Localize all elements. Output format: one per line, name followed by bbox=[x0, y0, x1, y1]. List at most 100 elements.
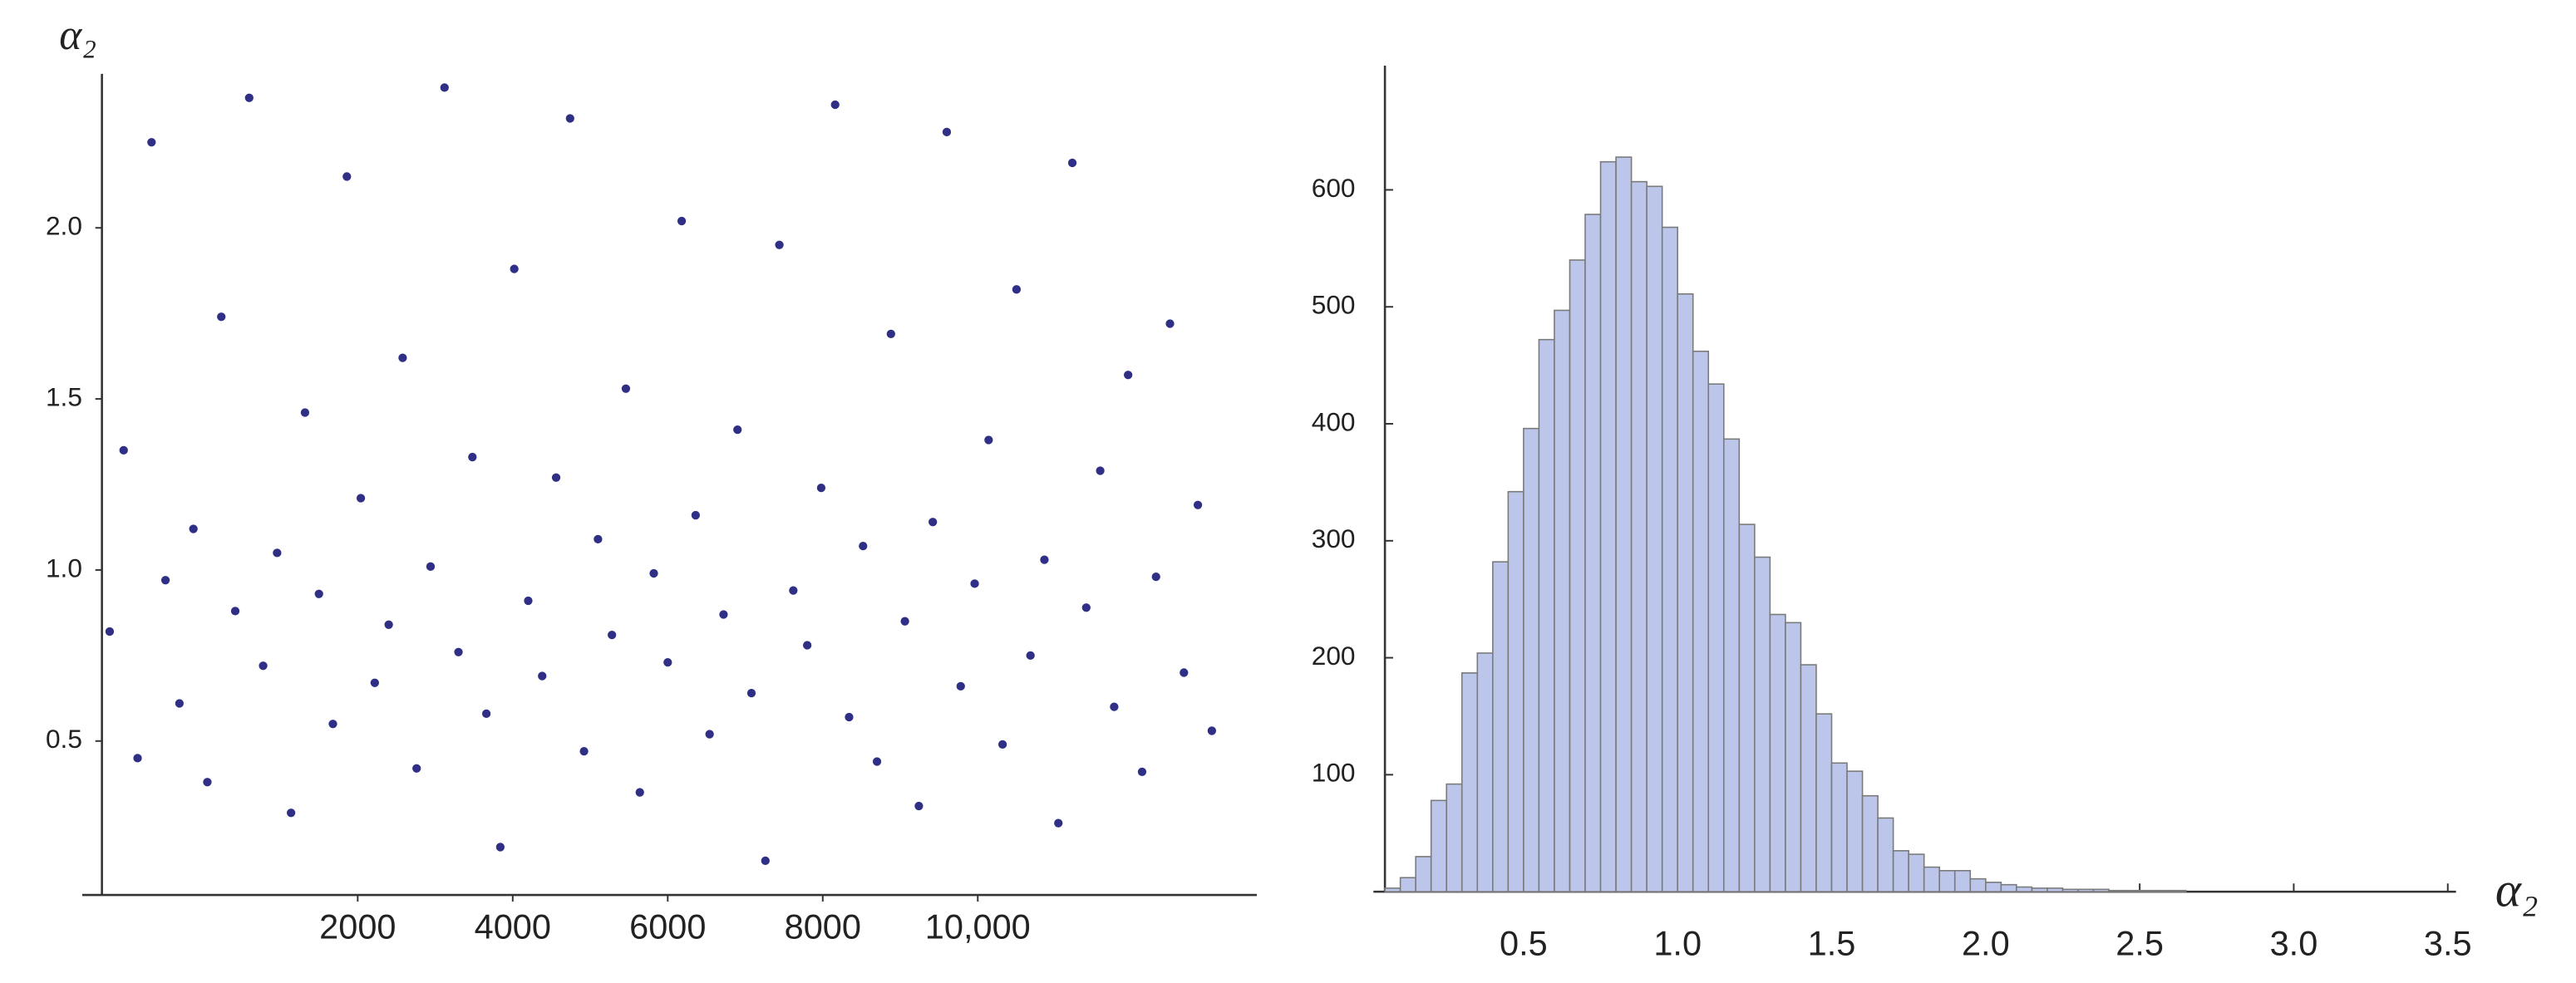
point bbox=[356, 494, 366, 503]
point bbox=[1207, 726, 1217, 735]
point bbox=[273, 548, 282, 558]
point bbox=[1026, 651, 1035, 661]
bar bbox=[2170, 889, 2187, 892]
point bbox=[872, 757, 882, 766]
point bbox=[189, 524, 198, 533]
x-tick-label: 1.0 bbox=[1653, 923, 1702, 962]
point bbox=[203, 778, 212, 787]
bar bbox=[1615, 156, 1633, 892]
point bbox=[538, 671, 547, 681]
bar bbox=[2031, 887, 2048, 892]
point bbox=[244, 93, 254, 102]
point bbox=[147, 138, 156, 147]
point bbox=[1193, 500, 1203, 509]
x-tick-label: 3.0 bbox=[2270, 923, 2318, 962]
point bbox=[845, 712, 854, 722]
bar bbox=[1846, 770, 1864, 892]
bar bbox=[1877, 817, 1894, 892]
point bbox=[621, 384, 631, 393]
point bbox=[1012, 285, 1022, 294]
y-tick-label: 400 bbox=[1312, 406, 1356, 436]
point bbox=[1067, 158, 1077, 168]
point bbox=[370, 678, 379, 687]
x-tick-label: 0.5 bbox=[1500, 923, 1548, 962]
point bbox=[775, 240, 784, 249]
bar bbox=[1908, 853, 1925, 892]
bar bbox=[2139, 889, 2156, 892]
bar bbox=[1892, 850, 1909, 892]
bar bbox=[1754, 556, 1771, 892]
point bbox=[984, 435, 993, 445]
point bbox=[454, 647, 463, 656]
x-tick-label: 2000 bbox=[319, 907, 396, 946]
point bbox=[342, 172, 352, 181]
point bbox=[900, 617, 909, 626]
bar bbox=[1953, 869, 1972, 892]
y-tick-label: 200 bbox=[1312, 641, 1356, 671]
point bbox=[1165, 319, 1175, 328]
point bbox=[635, 788, 644, 797]
point bbox=[133, 754, 142, 763]
point bbox=[942, 127, 952, 137]
point bbox=[1054, 818, 1063, 828]
bar bbox=[1430, 799, 1448, 892]
bar bbox=[2092, 888, 2110, 892]
y-tick-label: 2.0 bbox=[46, 211, 82, 241]
bar bbox=[1969, 877, 1987, 892]
bar bbox=[2061, 888, 2079, 892]
y-tick-label: 600 bbox=[1312, 173, 1356, 203]
y-tick-label: 0.5 bbox=[46, 724, 82, 754]
point bbox=[160, 576, 170, 585]
bar bbox=[1446, 783, 1463, 892]
y-tick-label: 1.0 bbox=[46, 553, 82, 582]
point bbox=[719, 610, 728, 619]
point bbox=[970, 579, 979, 588]
y-tick-label: 100 bbox=[1312, 758, 1356, 788]
bar bbox=[1677, 292, 1694, 892]
x-tick-label: 3.5 bbox=[2424, 923, 2472, 962]
bar bbox=[1692, 350, 1710, 892]
bar bbox=[1646, 185, 1663, 892]
bar bbox=[1399, 877, 1416, 892]
bar bbox=[1554, 309, 1571, 892]
x-tick-label: 2.5 bbox=[2115, 923, 2164, 962]
point bbox=[259, 661, 268, 671]
bar bbox=[1569, 259, 1586, 892]
bar bbox=[1415, 856, 1432, 892]
bar bbox=[2000, 883, 2017, 892]
point bbox=[579, 747, 589, 756]
point bbox=[803, 641, 812, 650]
point bbox=[314, 589, 323, 598]
point bbox=[1040, 555, 1049, 564]
y-tick-label: 300 bbox=[1312, 523, 1356, 553]
x-tick-label: 6000 bbox=[629, 907, 706, 946]
x-tick-label: 4000 bbox=[475, 907, 551, 946]
bar bbox=[1507, 490, 1524, 892]
point bbox=[608, 631, 617, 640]
point bbox=[1137, 767, 1147, 776]
bar bbox=[1661, 226, 1678, 892]
point bbox=[565, 114, 574, 123]
bar bbox=[2108, 889, 2125, 892]
point bbox=[217, 312, 226, 322]
point bbox=[663, 657, 672, 667]
point bbox=[412, 764, 421, 773]
bar bbox=[1492, 561, 1510, 892]
bar bbox=[1538, 338, 1555, 892]
bar bbox=[1985, 882, 2002, 892]
point bbox=[398, 353, 407, 362]
point bbox=[384, 620, 393, 629]
bar bbox=[1815, 713, 1833, 892]
y-axis-label: α₂ bbox=[59, 12, 96, 59]
point bbox=[1110, 702, 1119, 711]
bar bbox=[1923, 866, 1941, 892]
point bbox=[468, 452, 477, 462]
point bbox=[733, 425, 742, 435]
point bbox=[761, 856, 770, 866]
bar bbox=[1785, 622, 1802, 892]
bar bbox=[1630, 180, 1648, 892]
point bbox=[691, 510, 701, 520]
point bbox=[1096, 466, 1105, 475]
bar bbox=[2123, 889, 2140, 892]
